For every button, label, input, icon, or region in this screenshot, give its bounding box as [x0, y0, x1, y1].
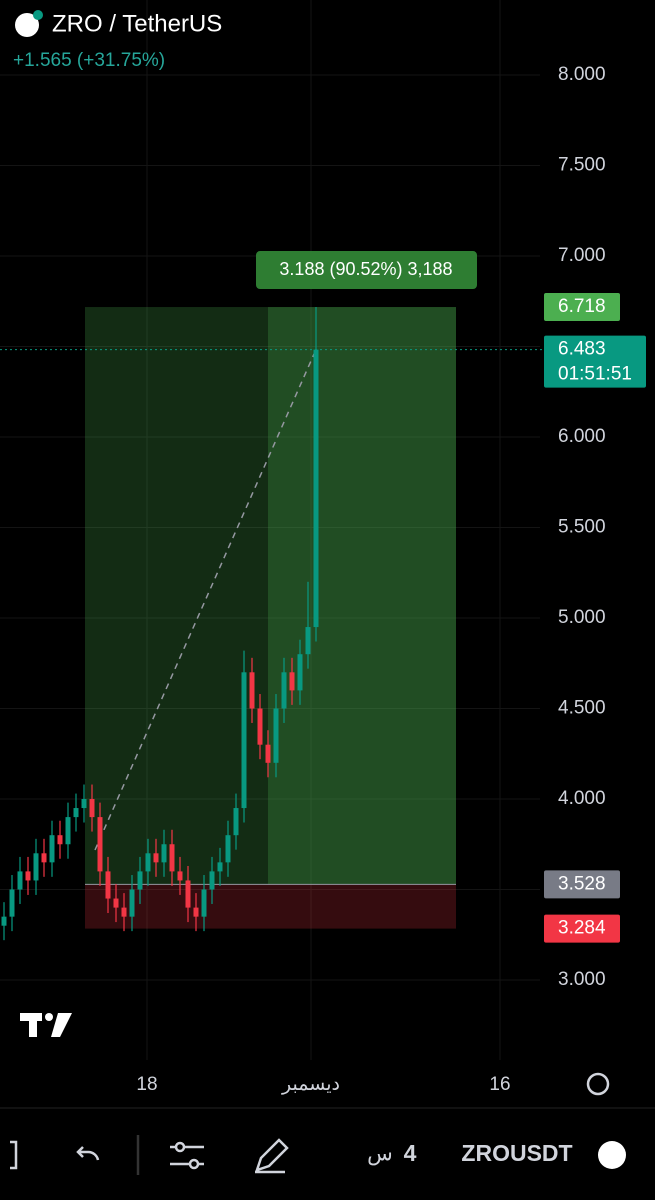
last-price-tag-bg [544, 335, 646, 388]
x-tick-label: 16 [489, 1074, 510, 1095]
candle-body [305, 627, 311, 655]
price-tag-bg [544, 293, 620, 322]
y-tick-label: 5.000 [558, 607, 606, 628]
candle-body [49, 835, 55, 863]
candle-body [121, 907, 127, 917]
y-tick-label: 6.000 [558, 426, 606, 447]
candle-body [265, 744, 271, 763]
countdown: 01:51:51 [558, 364, 632, 385]
target-progress [268, 307, 456, 885]
candle-body [313, 349, 319, 628]
target-zone [85, 307, 456, 885]
symbol[interactable]: ZROUSDT [461, 1140, 572, 1166]
candle-body [241, 672, 247, 809]
candle-body [97, 817, 103, 872]
candle-body [1, 916, 7, 926]
symbol-icon [598, 1141, 626, 1169]
candle-body [289, 672, 295, 691]
candle-body [65, 817, 71, 845]
interval[interactable]: 4 [404, 1140, 417, 1166]
price-tag: 6.718 [558, 296, 606, 317]
trade-path [94, 349, 317, 851]
candle-body [113, 898, 119, 908]
interval-unit[interactable]: س [367, 1143, 393, 1166]
candle-body [41, 853, 47, 863]
price-tag-bg [544, 870, 620, 899]
candle-body [25, 871, 31, 881]
candle-body [161, 844, 167, 863]
candle-body [273, 708, 279, 763]
y-tick-label: 5.500 [558, 517, 606, 538]
candle-body [57, 835, 63, 845]
candle-body [217, 862, 223, 872]
toolbar-icons[interactable] [10, 1072, 610, 1175]
candle-body [185, 880, 191, 908]
y-tick-label: 4.500 [558, 698, 606, 719]
price-tag: 3.284 [558, 918, 606, 939]
candle-body [73, 808, 79, 818]
candle-body [137, 871, 143, 890]
candle-body [177, 871, 183, 881]
candle-body [81, 799, 87, 809]
icon-badge [33, 10, 43, 20]
y-tick-label: 3.000 [558, 969, 606, 990]
candle-body [225, 835, 231, 863]
tv-logo [20, 1013, 72, 1037]
price-tag-bg [544, 914, 620, 943]
candle-body [257, 708, 263, 745]
candle-body [89, 799, 95, 818]
candle-body [193, 907, 199, 917]
y-tick-label: 7.000 [558, 245, 606, 266]
candle-body [129, 889, 135, 917]
candle-body [249, 672, 255, 709]
pnl-label: 3.188 (90.52%) 3,188 [279, 259, 452, 279]
x-tick-label: ديسمبر [281, 1074, 340, 1095]
candle-body [233, 808, 239, 836]
stop-zone [85, 884, 456, 929]
y-tick-label: 7.500 [558, 155, 606, 176]
candle-body [105, 871, 111, 899]
candle-body [209, 871, 215, 890]
last-price-tag: 6.483 [558, 339, 606, 360]
candle-body [169, 844, 175, 872]
price-tag: 3.528 [558, 873, 606, 894]
candle-body [153, 853, 159, 863]
chart: 3.0003.5004.0004.5005.0005.5006.0006.500… [0, 0, 646, 1095]
coin-icon [15, 13, 39, 37]
pnl-label-bg [256, 251, 477, 290]
y-tick-label: 4.000 [558, 788, 606, 809]
candle-body [145, 853, 151, 872]
candle-body [281, 672, 287, 709]
candle-body [201, 889, 207, 917]
title: ZRO / TetherUS [52, 10, 222, 37]
candle-body [9, 889, 15, 917]
candle-body [297, 654, 303, 691]
change: +1.565 (+31.75%) [13, 50, 165, 71]
y-tick-label: 8.000 [558, 64, 606, 85]
x-tick-label: 18 [136, 1074, 157, 1095]
candle-body [33, 853, 39, 881]
candle-body [17, 871, 23, 890]
